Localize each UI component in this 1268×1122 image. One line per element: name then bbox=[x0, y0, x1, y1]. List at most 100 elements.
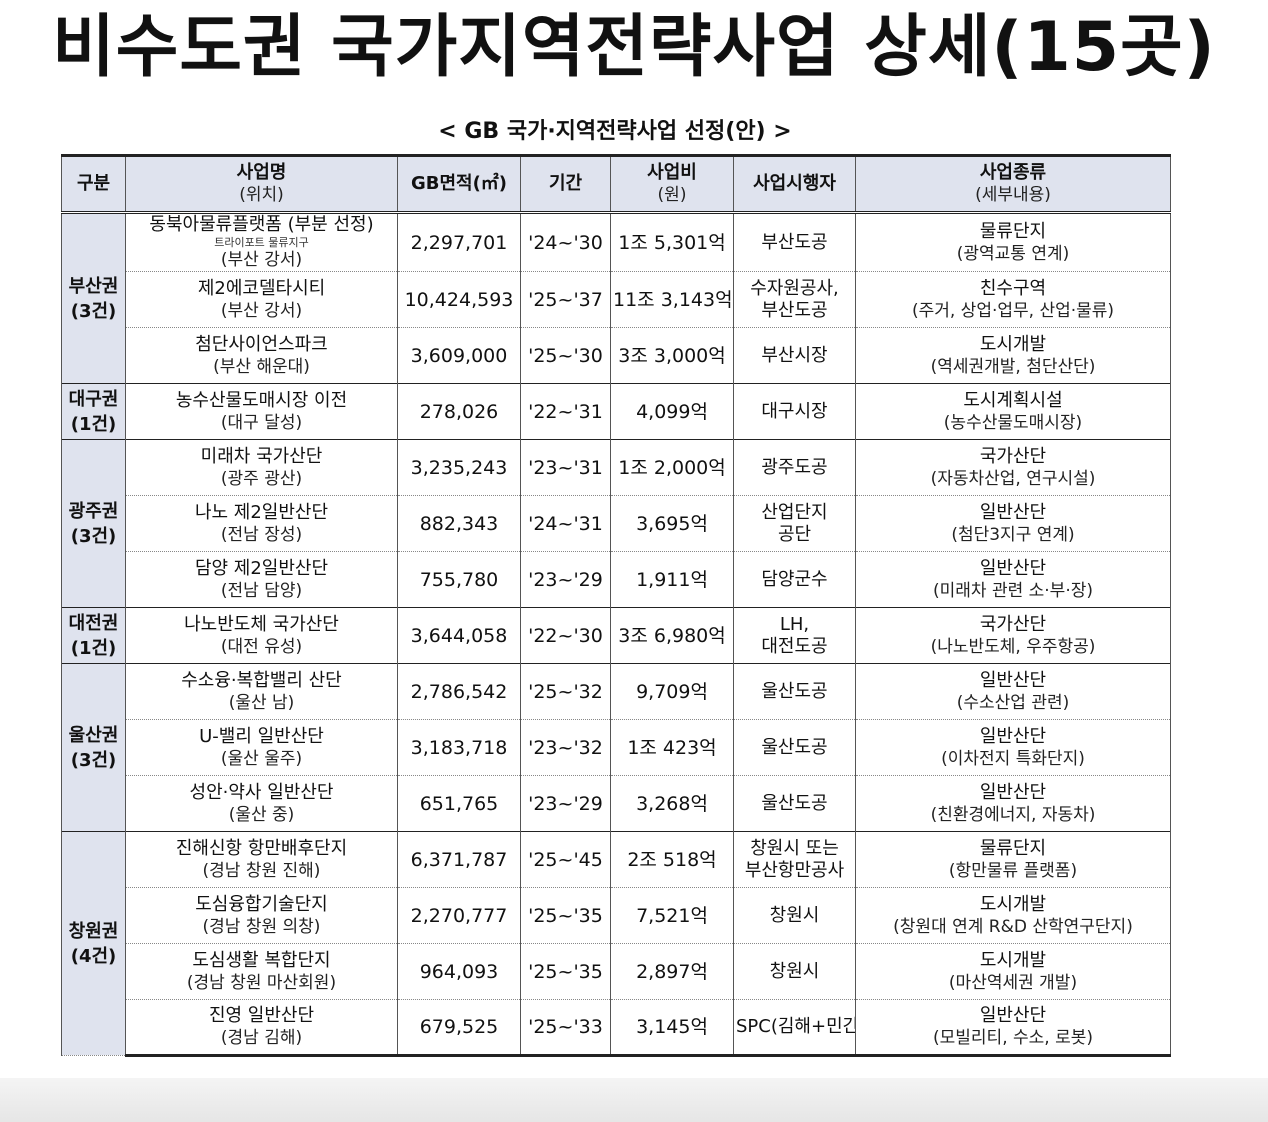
type-cell: 친수구역 (주거, 상업·업무, 산업·물류) bbox=[855, 271, 1171, 328]
project-name-cell: 제2에코델타시티 (부산 강서) bbox=[125, 271, 398, 328]
header-row: 구분 사업명 (위치) GB면적(㎡) 기간 사업비 (원) 사업시행자 사업종류(… bbox=[61, 154, 1171, 214]
cost-cell: 1,911억 bbox=[610, 551, 734, 608]
period-cell: '25~'33 bbox=[520, 999, 611, 1057]
type-cell: 일반산단 (수소산업 관련) bbox=[855, 663, 1171, 720]
period-cell: '25~'35 bbox=[520, 943, 611, 1000]
area-cell: 3,183,718 bbox=[397, 719, 521, 776]
area-cell: 3,609,000 bbox=[397, 327, 521, 384]
cost-cell: 1조 423억 bbox=[610, 719, 734, 776]
area-cell: 3,644,058 bbox=[397, 607, 521, 664]
table-row: 진영 일반산단 (경남 김해) 679,525'25~'33 3,145억 SPC(김해… bbox=[62, 999, 1171, 1057]
operator-cell: 창원시 또는 부산항만공사 bbox=[733, 831, 856, 888]
operator-cell: 수자원공사, 부산도공 bbox=[733, 271, 856, 328]
header-operator: 사업시행자 bbox=[733, 154, 856, 214]
cost-cell: 2조 518억 bbox=[610, 831, 734, 888]
type-cell: 국가산단 (자동차산업, 연구시설) bbox=[855, 439, 1171, 496]
region-cell: 창원권 (4건) bbox=[61, 831, 126, 1056]
area-cell: 964,093 bbox=[397, 943, 521, 1000]
operator-cell: SPC(김해+민간) bbox=[733, 999, 856, 1057]
header-name: 사업명 (위치) bbox=[125, 154, 398, 214]
operator-cell: 울산도공 bbox=[733, 719, 856, 776]
cost-cell: 4,099억 bbox=[610, 383, 734, 440]
area-cell: 755,780 bbox=[397, 551, 521, 608]
table-row: 광주권 (3건) 미래차 국가산단 (광주 광산) 3,235,243'23~'31 1조… bbox=[61, 439, 1171, 608]
period-cell: '25~'30 bbox=[520, 327, 611, 384]
table-row: 창원권 (4건) 진해신항 항만배후단지 (경남 창원 진해) 6,371,787'25… bbox=[61, 831, 1171, 1056]
project-name-cell: 동북아물류플랫폼 (부분 선정) 트라이포트 물류지구 (부산 강서) bbox=[125, 212, 398, 272]
type-cell: 도시개발 (마산역세권 개발) bbox=[855, 943, 1171, 1000]
header-region: 구분 bbox=[61, 154, 126, 214]
cost-cell: 3조 3,000억 bbox=[610, 327, 734, 384]
cost-cell: 3,695억 bbox=[610, 495, 734, 552]
table-row: 부산권 (3건) 동북아물류플랫폼 (부분 선정) 트라이포트 물류지구 (부산 강서)… bbox=[61, 212, 1171, 384]
project-name-cell: 미래차 국가산단 (광주 광산) bbox=[125, 439, 398, 496]
project-name-cell: 도심융합기술단지 (경남 창원 의창) bbox=[125, 887, 398, 944]
operator-cell: 창원시 bbox=[733, 943, 856, 1000]
project-name-cell: 농수산물도매시장 이전 (대구 달성) bbox=[125, 383, 398, 440]
cost-cell: 3,145억 bbox=[610, 999, 734, 1057]
period-cell: '23~'29 bbox=[520, 551, 611, 608]
table-row: 성안·약사 일반산단 (울산 중) 651,765'23~'29 3,268억 울산도공… bbox=[62, 775, 1171, 832]
project-table: 구분 사업명 (위치) GB면적(㎡) 기간 사업비 (원) 사업시행자 사업종류(… bbox=[61, 154, 1171, 1057]
table-body: 부산권 (3건) 동북아물류플랫폼 (부분 선정) 트라이포트 물류지구 (부산 강서)… bbox=[61, 212, 1171, 1057]
cost-cell: 1조 5,301억 bbox=[610, 212, 734, 272]
table-row: U-밸리 일반산단 (울산 울주) 3,183,718'23~'32 1조 423억 울… bbox=[62, 719, 1171, 776]
cost-cell: 3,268억 bbox=[610, 775, 734, 832]
operator-cell: 광주도공 bbox=[733, 439, 856, 496]
region-cell: 부산권 (3건) bbox=[61, 212, 126, 384]
page-title: 비수도권 국가지역전략사업 상세(15곳) bbox=[52, 8, 1216, 87]
area-cell: 2,786,542 bbox=[397, 663, 521, 720]
area-cell: 679,525 bbox=[397, 999, 521, 1057]
cost-cell: 7,521억 bbox=[610, 887, 734, 944]
table-row: 도심생활 복합단지 (경남 창원 마산회원) 964,093'25~'35 2,897… bbox=[62, 943, 1171, 1000]
project-name-cell: U-밸리 일반산단 (울산 울주) bbox=[125, 719, 398, 776]
header-cost: 사업비 (원) bbox=[610, 154, 734, 214]
project-name-cell: 담양 제2일반산단 (전남 담양) bbox=[125, 551, 398, 608]
period-cell: '25~'45 bbox=[520, 831, 611, 888]
project-name-cell: 진해신항 항만배후단지 (경남 창원 진해) bbox=[125, 831, 398, 888]
project-name-cell: 나노 제2일반산단 (전남 장성) bbox=[125, 495, 398, 552]
table-row: 담양 제2일반산단 (전남 담양) 755,780'23~'29 1,911억 담양군수… bbox=[62, 551, 1171, 608]
period-cell: '24~'31 bbox=[520, 495, 611, 552]
period-cell: '23~'32 bbox=[520, 719, 611, 776]
operator-cell: 울산도공 bbox=[733, 775, 856, 832]
table-row: 대구권 (1건) 농수산물도매시장 이전 (대구 달성) 278,026'22~'31 4… bbox=[61, 383, 1171, 440]
type-cell: 일반산단 (모빌리티, 수소, 로봇) bbox=[855, 999, 1171, 1057]
operator-cell: LH, 대전도공 bbox=[733, 607, 856, 664]
area-cell: 6,371,787 bbox=[397, 831, 521, 888]
type-cell: 국가산단 (나노반도체, 우주항공) bbox=[855, 607, 1171, 664]
type-cell: 도시개발 (창원대 연계 R&D 산학연구단지) bbox=[855, 887, 1171, 944]
region-cell: 대구권 (1건) bbox=[61, 383, 126, 440]
project-name-cell: 수소융·복합밸리 산단 (울산 남) bbox=[125, 663, 398, 720]
region-cell: 대전권 (1건) bbox=[61, 607, 126, 664]
table-row: 제2에코델타시티 (부산 강서) 10,424,593'25~'37 11조 3,14… bbox=[62, 271, 1171, 328]
type-cell: 일반산단 (이차전지 특화단지) bbox=[855, 719, 1171, 776]
region-cell: 광주권 (3건) bbox=[61, 439, 126, 608]
period-cell: '23~'31 bbox=[520, 439, 611, 496]
area-cell: 2,270,777 bbox=[397, 887, 521, 944]
operator-cell: 대구시장 bbox=[733, 383, 856, 440]
operator-cell: 산업단지 공단 bbox=[733, 495, 856, 552]
area-cell: 2,297,701 bbox=[397, 212, 521, 272]
type-cell: 일반산단 (첨단3지구 연계) bbox=[855, 495, 1171, 552]
type-cell: 도시계획시설 (농수산물도매시장) bbox=[855, 383, 1171, 440]
area-cell: 3,235,243 bbox=[397, 439, 521, 496]
table-row: 울산권 (3건) 수소융·복합밸리 산단 (울산 남) 2,786,542'25~'32… bbox=[61, 663, 1171, 832]
table-row: 첨단사이언스파크 (부산 해운대) 3,609,000'25~'30 3조 3,000… bbox=[62, 327, 1171, 384]
table-row: 대전권 (1건) 나노반도체 국가산단 (대전 유성) 3,644,058'22~'30… bbox=[61, 607, 1171, 664]
cost-cell: 3조 6,980억 bbox=[610, 607, 734, 664]
area-cell: 882,343 bbox=[397, 495, 521, 552]
table-row: 나노 제2일반산단 (전남 장성) 882,343'24~'31 3,695억 산업단지… bbox=[62, 495, 1171, 552]
header-period: 기간 bbox=[520, 154, 611, 214]
area-cell: 278,026 bbox=[397, 383, 521, 440]
footer-bar bbox=[0, 1078, 1268, 1122]
period-cell: '22~'31 bbox=[520, 383, 611, 440]
project-name-cell: 도심생활 복합단지 (경남 창원 마산회원) bbox=[125, 943, 398, 1000]
period-cell: '25~'37 bbox=[520, 271, 611, 328]
table-row: 도심융합기술단지 (경남 창원 의창) 2,270,777'25~'35 7,521억… bbox=[62, 887, 1171, 944]
type-cell: 일반산단 (미래차 관련 소·부·장) bbox=[855, 551, 1171, 608]
type-cell: 도시개발 (역세권개발, 첨단산단) bbox=[855, 327, 1171, 384]
type-cell: 물류단지 (광역교통 연계) bbox=[855, 212, 1171, 272]
project-name-cell: 진영 일반산단 (경남 김해) bbox=[125, 999, 398, 1057]
type-cell: 일반산단 (친환경에너지, 자동차) bbox=[855, 775, 1171, 832]
